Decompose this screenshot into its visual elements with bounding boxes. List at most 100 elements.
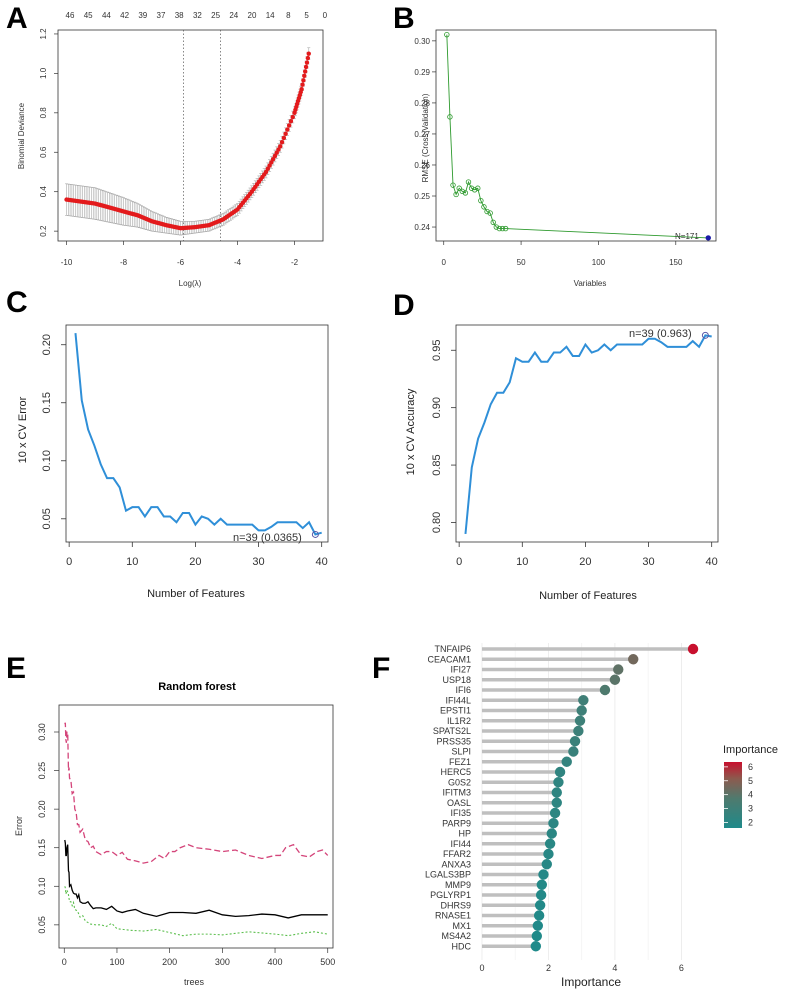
panel-e-series-oob [64,839,328,919]
panel-f-gene-label: PRSS35 [436,736,471,746]
panel-d-xtick-label: 40 [706,556,718,568]
panel-f-point [543,848,554,860]
panel-f-point [576,705,587,716]
panel-a-top-tick: 8 [286,11,291,20]
panel-b-ytick-label: 0.25 [414,192,430,201]
panel-a-point [285,127,290,132]
panel-b-point [465,179,472,185]
panel-a-point [306,51,311,56]
panel-f-point [541,859,552,870]
panel-f-gene-label: FFAR2 [443,849,471,859]
panel-e-ylabel: Error [14,816,24,836]
panel-e-xtick-label: 400 [268,957,283,967]
panel-f-gene-label: PARP9 [442,818,471,828]
panel-d-ytick-label: 0.85 [431,454,443,475]
panel-f-gene-label: HP [458,829,471,839]
panel-a-top-tick: 45 [84,11,93,20]
panel-e-xtick-label: 100 [109,957,124,967]
panel-d-line [464,334,712,535]
panel-f-point [530,941,542,952]
panel-a-top-tick: 0 [323,11,328,20]
panel-f-point [568,746,579,757]
panel-f-gene-label: IL1R2 [447,716,471,726]
panel-f-point [533,910,545,921]
panel-f-colorbar [724,762,742,828]
panel-e-ytick-label: 0.25 [37,762,47,780]
panel-f-point [531,930,543,942]
panel-e-ytick-label: 0.05 [37,916,47,934]
panel-b-xtick-label: 50 [517,258,526,267]
panel-a-point [290,114,295,120]
panel-f-point [532,920,544,931]
panel-c-xtick-label: 40 [316,556,328,568]
panel-a-point [269,160,274,165]
panel-a-xlabel: Log(λ) [179,279,202,288]
panel-c-ytick-label: 0.20 [41,334,53,355]
panel-f-legend-label: 2 [748,817,753,827]
panel-c-xlabel: Number of Features [147,588,245,600]
panel-f-legend-label: 4 [748,790,753,800]
panel-e-ytick-label: 0.15 [37,839,47,857]
panel-a-point [270,156,276,162]
panel-f-gene-label: IFI35 [450,808,471,818]
panel-b-point [475,185,481,191]
panel-c-line [74,333,322,536]
panel-a-xtick-label: -6 [177,258,185,267]
panel-a-point [299,86,304,92]
panel-f-point [687,643,699,655]
panel-b-point [490,219,496,226]
panel-a-ytick-label: 1.2 [39,28,48,40]
panel-e-ytick-label: 0.10 [37,878,47,896]
panel-f-point [561,756,572,767]
panel-d-annotation: n=39 (0.963) [629,328,692,340]
panel-d-ylabel: 10 x CV Accuracy [405,388,417,475]
panel-d-xtick-label: 0 [456,556,462,568]
panel-b-point [493,224,500,230]
panel-f-gene-label: IFI44 [450,839,471,849]
panel-a-ytick-label: 0.2 [39,225,48,237]
panel-f-point [609,674,621,685]
panel-e-series-class-1 [64,722,329,864]
panel-b-point [502,225,509,232]
panel-b-point [456,185,462,191]
panel-c-ylabel: 10 x CV Error [17,396,29,463]
panel-b-ytick-label: 0.30 [414,37,430,46]
panel-a-top-tick: 37 [157,11,166,20]
panel-f-gene-label: LGALS3BP [425,870,471,880]
panel-b-ytick-label: 0.29 [414,68,430,77]
panel-f-gene-label: FEZ1 [449,757,471,767]
panel-b-point [471,187,478,193]
panel-f: TNFAIP6CEACAM1IFI27USP18IFI6IFI44LEPSTI1… [425,640,778,989]
panel-f-gene-label: USP18 [442,675,471,685]
panel-a-top-tick: 5 [304,11,309,20]
panel-b-ylabel: RMSE (Cross-Validation) [421,93,430,182]
panel-a-ytick-label: 0.4 [39,186,48,198]
panel-e-xlabel: trees [184,977,205,987]
panel-a-ytick-label: 0.8 [39,107,48,119]
panel-c: 0 10 20 30 40 0.05 0.10 0.15 0.20 Number of Fea… [17,324,329,600]
panel-e: Random forest 0 100 200 300 400 500 0.05 0.10 0… [14,681,335,987]
panel-b-point [453,191,459,198]
panel-f-gene-label: HERC5 [440,767,471,777]
panel-b-point [444,31,450,38]
panel-a-point [267,163,272,168]
panel-f-point [535,889,547,901]
panel-e-xtick-label: 0 [62,957,67,967]
panel-a-ytick-label: 1.0 [39,67,48,79]
panel-f-point [599,684,611,696]
panel-e-xtick-label: 500 [320,957,335,967]
panel-e-series-class-2 [64,886,328,937]
panel-c-xtick-label: 30 [252,556,264,568]
panel-b-xtick-label: 100 [592,258,606,267]
panel-b-point [450,182,456,188]
panel-label-f: F [372,652,390,685]
panel-c-ytick-label: 0.10 [41,450,53,471]
panel-b-frame [435,29,717,242]
panel-f-point [574,715,586,726]
panel-c-xtick-label: 10 [126,556,138,568]
panel-f-point [573,725,584,737]
panel-d-ytick-label: 0.90 [431,397,443,418]
panel-a-point [288,119,294,124]
panel-a-top-tick: 39 [138,11,147,20]
panel-a-point [263,169,269,175]
